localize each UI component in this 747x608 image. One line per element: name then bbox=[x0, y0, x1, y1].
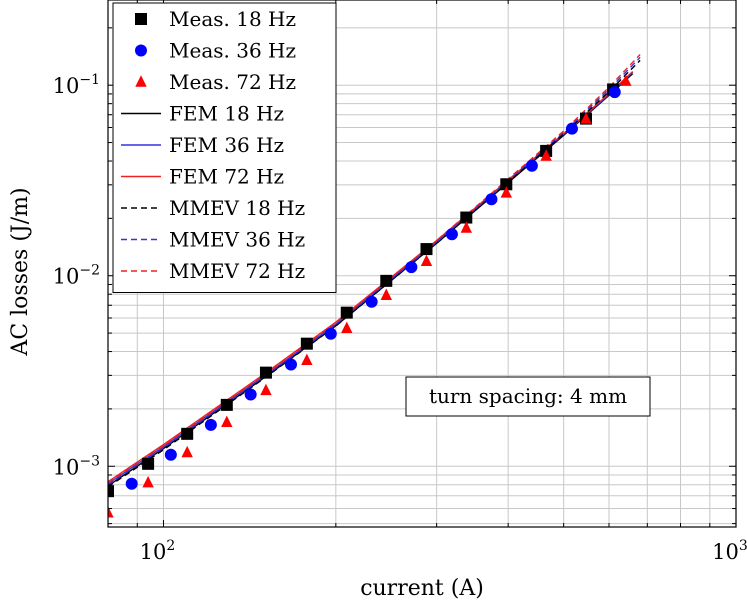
data-point-meas-72-hz bbox=[500, 186, 513, 198]
legend-marker-meas-18-hz bbox=[135, 13, 147, 25]
data-point-meas-72-hz bbox=[380, 288, 392, 300]
data-point-meas-36-hz bbox=[164, 448, 177, 461]
data-point-meas-72-hz bbox=[301, 353, 313, 365]
legend-label-meas-18-hz: Meas. 18 Hz bbox=[169, 7, 296, 31]
legend-label-mmev-36-hz: MMEV 36 Hz bbox=[169, 228, 305, 252]
data-point-meas-18-hz bbox=[420, 243, 433, 256]
data-point-meas-36-hz bbox=[244, 388, 257, 401]
plot-frame bbox=[107, 0, 737, 528]
series-line-fem-36-hz bbox=[108, 71, 634, 485]
data-point-meas-18-hz bbox=[181, 427, 194, 440]
data-point-meas-36-hz bbox=[204, 418, 217, 431]
series-layer bbox=[108, 54, 641, 518]
data-point-meas-36-hz bbox=[284, 358, 297, 371]
legend-label-fem-72-hz: FEM 72 Hz bbox=[169, 165, 284, 189]
x-tick-label: 103 bbox=[712, 538, 747, 564]
data-point-meas-72-hz bbox=[540, 149, 552, 161]
data-point-meas-36-hz bbox=[525, 159, 538, 172]
data-point-meas-72-hz bbox=[620, 74, 632, 86]
legend-label-fem-36-hz: FEM 36 Hz bbox=[169, 133, 284, 157]
series-line-fem-72-hz bbox=[108, 70, 634, 483]
data-point-meas-18-hz bbox=[380, 274, 393, 287]
legend-box bbox=[112, 2, 337, 293]
data-point-meas-18-hz bbox=[142, 457, 155, 470]
annotation-box bbox=[405, 376, 651, 417]
legend-marker-meas-72-hz bbox=[135, 75, 147, 87]
data-point-meas-18-hz bbox=[108, 485, 114, 498]
data-point-meas-72-hz bbox=[341, 321, 353, 333]
data-point-meas-18-hz bbox=[460, 211, 473, 224]
x-tick-label: 102 bbox=[140, 538, 176, 564]
data-point-meas-18-hz bbox=[300, 337, 313, 350]
data-point-meas-36-hz bbox=[485, 193, 498, 206]
legend-label-fem-18-hz: FEM 18 Hz bbox=[169, 102, 284, 126]
legend-marker-meas-36-hz bbox=[135, 44, 147, 57]
annotation: turn spacing: 4 mm bbox=[405, 376, 651, 417]
legend-label-mmev-18-hz: MMEV 18 Hz bbox=[169, 196, 305, 220]
data-point-meas-72-hz bbox=[221, 415, 233, 428]
data-point-meas-36-hz bbox=[445, 228, 458, 241]
data-point-meas-72-hz bbox=[460, 221, 472, 233]
data-point-meas-36-hz bbox=[608, 86, 621, 99]
legend: Meas. 18 Hz Meas. 36 Hz Meas. 72 Hz FEM 18 … bbox=[112, 2, 337, 293]
data-point-meas-72-hz bbox=[181, 445, 193, 458]
data-point-meas-36-hz bbox=[125, 477, 138, 490]
legend-label-meas-36-hz: Meas. 36 Hz bbox=[169, 39, 296, 63]
y-tick-label-exponent: −2 bbox=[79, 263, 100, 279]
y-tick-label: 10−3 bbox=[53, 453, 100, 479]
legend-label-mmev-72-hz: MMEV 72 Hz bbox=[169, 259, 305, 283]
data-point-meas-72-hz bbox=[580, 112, 592, 124]
data-point-meas-36-hz bbox=[324, 327, 337, 340]
y-tick-label-exponent: −1 bbox=[79, 72, 100, 88]
x-axis-label: current (A) bbox=[360, 576, 484, 601]
data-point-meas-36-hz bbox=[365, 295, 378, 308]
y-tick-label-exponent: −3 bbox=[79, 453, 100, 469]
y-tick-label: 10−2 bbox=[53, 263, 100, 289]
y-axis-label: AC losses (J/m) bbox=[8, 187, 33, 356]
data-point-meas-36-hz bbox=[405, 261, 418, 274]
data-point-meas-18-hz bbox=[500, 178, 513, 191]
data-point-meas-18-hz bbox=[340, 306, 353, 319]
legend-label-meas-72-hz: Meas. 72 Hz bbox=[169, 70, 296, 94]
annotation-text: turn spacing: 4 mm bbox=[429, 384, 627, 408]
x-tick-label-exponent: 3 bbox=[739, 538, 747, 554]
x-tick-label-exponent: 2 bbox=[166, 538, 175, 554]
data-point-meas-72-hz bbox=[142, 475, 154, 488]
data-point-meas-72-hz bbox=[260, 383, 272, 396]
data-point-meas-18-hz bbox=[259, 366, 272, 379]
y-tick-label: 10−1 bbox=[53, 72, 100, 98]
data-point-meas-72-hz bbox=[420, 254, 433, 267]
data-point-meas-18-hz bbox=[220, 398, 233, 411]
data-point-meas-36-hz bbox=[565, 122, 578, 135]
